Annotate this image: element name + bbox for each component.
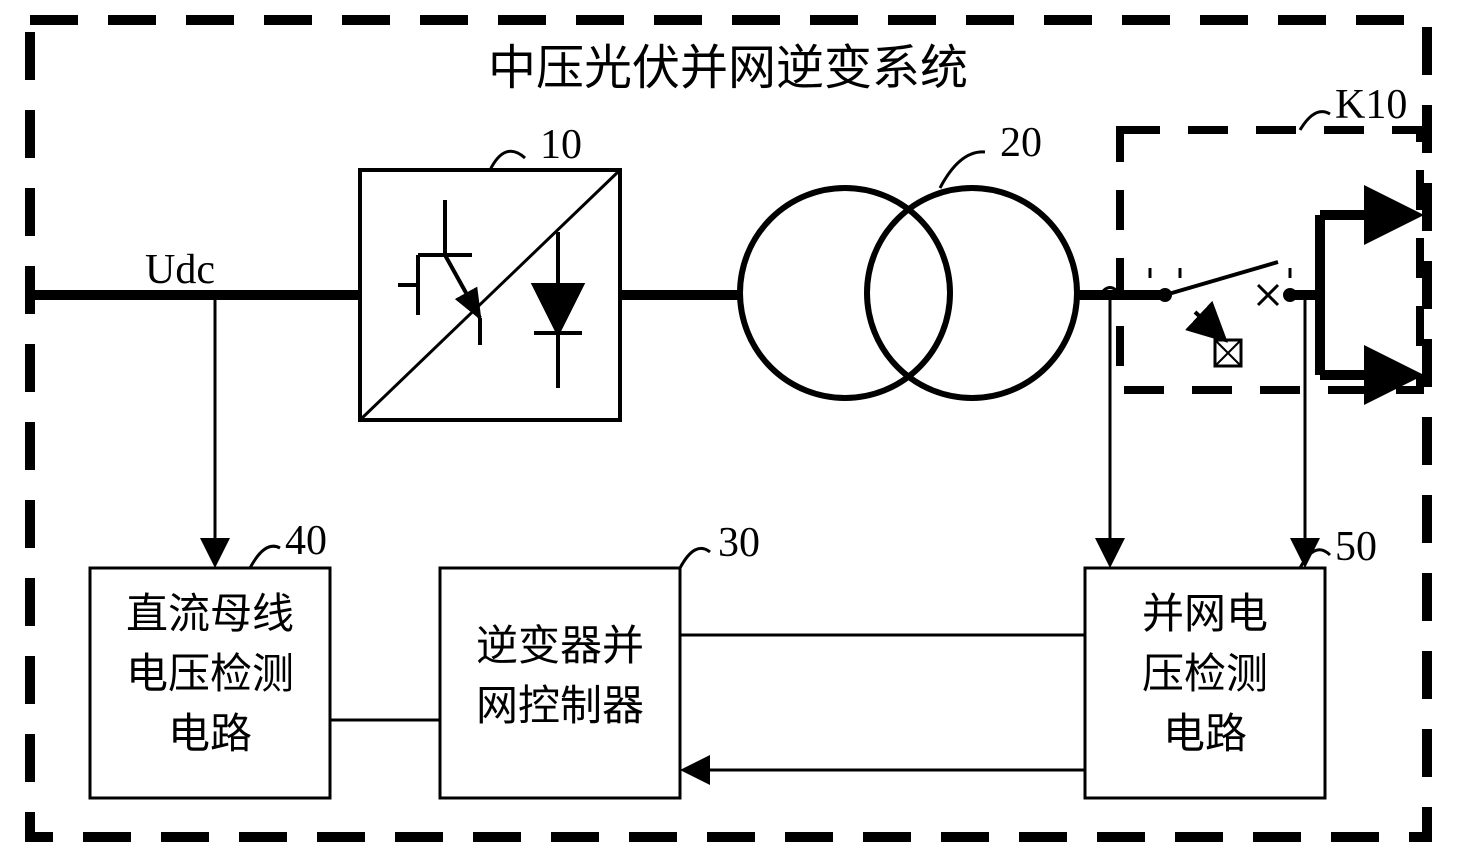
terminal-tick-left <box>1150 268 1180 278</box>
transformer-symbol <box>740 188 1077 398</box>
inverter-block <box>360 170 620 420</box>
block-50-grid-detect: 并网电 压检测 电路 <box>1085 568 1325 798</box>
label-k10: K10 <box>1335 82 1407 128</box>
block-50-line2: 压检测 <box>1142 651 1268 698</box>
block-30-controller: 逆变器并 网控制器 <box>440 568 680 798</box>
ref-50: 50 <box>1335 524 1377 570</box>
block-40-line3: 电路 <box>168 712 252 758</box>
diagram-title: 中压光伏并网逆变系统 <box>488 42 968 95</box>
grid-output <box>1290 215 1412 375</box>
block-50-line3: 电路 <box>1163 712 1247 758</box>
ref-10: 10 <box>540 122 582 168</box>
terminal-tick-right <box>1290 268 1318 278</box>
label-udc: Udc <box>145 247 215 293</box>
block-diagram: 中压光伏并网逆变系统 <box>0 0 1457 857</box>
block-30-line2: 网控制器 <box>476 684 644 730</box>
ref-30: 30 <box>718 520 760 566</box>
ref-40: 40 <box>285 518 327 564</box>
block-30-line1: 逆变器并 <box>476 623 644 670</box>
block-40-line1: 直流母线 <box>126 592 294 638</box>
k10-boundary <box>1120 130 1420 390</box>
ref-20: 20 <box>1000 120 1042 166</box>
block-40-line2: 电压检测 <box>126 651 294 698</box>
block-40-dc-detect: 直流母线 电压检测 电路 <box>90 568 330 798</box>
block-50-line1: 并网电 <box>1142 592 1268 638</box>
